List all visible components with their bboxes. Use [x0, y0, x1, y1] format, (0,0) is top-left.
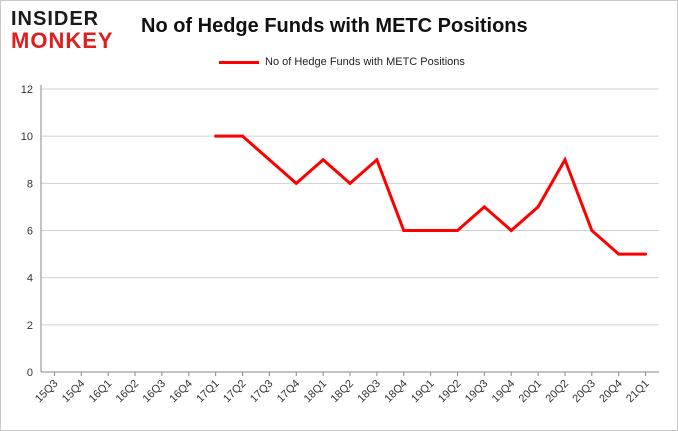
data-point	[482, 205, 486, 209]
data-point	[375, 158, 379, 162]
series-line	[215, 134, 646, 256]
x-tick-label: 19Q1	[409, 378, 437, 406]
data-point	[241, 134, 245, 138]
data-point	[590, 229, 594, 232]
logo-line1: INSIDER	[11, 8, 100, 30]
x-tick-label: 17Q4	[275, 378, 303, 406]
insider-monkey-logo: INSIDER MONKEY	[11, 9, 131, 52]
x-tick-label: 16Q2	[114, 378, 142, 406]
x-tick-label: 17Q3	[248, 378, 276, 406]
x-tick-label: 18Q3	[355, 378, 383, 406]
y-tick-label: 10	[21, 131, 33, 143]
data-point	[321, 158, 325, 162]
data-point	[402, 229, 406, 232]
data-point	[509, 229, 513, 232]
y-tick-label: 0	[27, 367, 33, 379]
data-point	[294, 181, 298, 185]
y-tick-label: 2	[27, 320, 33, 332]
y-tick-label: 6	[27, 226, 33, 238]
x-tick-label: 19Q4	[490, 378, 518, 406]
x-tick-label: 17Q2	[221, 378, 249, 406]
data-point	[429, 229, 433, 232]
x-tick-label: 17Q1	[194, 378, 222, 406]
x-tick-label: 20Q2	[544, 378, 572, 406]
x-tick-label: 15Q4	[60, 378, 88, 406]
y-tick-label: 12	[21, 84, 33, 96]
data-point	[455, 229, 459, 232]
data-point	[536, 205, 540, 209]
x-tick-label: 20Q1	[517, 378, 545, 406]
y-tick-label: 4	[27, 273, 33, 285]
x-tick-label: 18Q4	[382, 378, 410, 406]
x-tick-label: 16Q1	[87, 378, 115, 406]
legend-swatch	[219, 60, 259, 64]
chart-title: No of Hedge Funds with METC Positions	[141, 15, 528, 37]
data-point	[214, 134, 218, 138]
data-point	[644, 252, 648, 256]
x-tick-label: 18Q2	[329, 378, 357, 406]
x-tick-label: 20Q4	[597, 378, 625, 406]
legend-label: No of Hedge Funds with METC Positions	[265, 56, 465, 68]
data-point	[348, 181, 352, 185]
logo-line2: MONKEY	[11, 28, 114, 53]
data-point	[563, 158, 567, 162]
x-tick-label: 16Q3	[141, 378, 169, 406]
x-tick-label: 16Q4	[167, 378, 195, 406]
data-point	[267, 158, 271, 162]
x-tick-label: 21Q1	[624, 378, 652, 406]
x-tick-label: 18Q1	[302, 378, 330, 406]
chart-legend: No of Hedge Funds with METC Positions	[219, 53, 465, 71]
x-tick-label: 20Q3	[570, 378, 598, 406]
data-point	[617, 252, 621, 256]
x-tick-label: 15Q3	[33, 378, 61, 406]
y-tick-label: 8	[27, 178, 33, 190]
x-tick-label: 19Q2	[436, 378, 464, 406]
x-tick-label: 19Q3	[463, 378, 491, 406]
